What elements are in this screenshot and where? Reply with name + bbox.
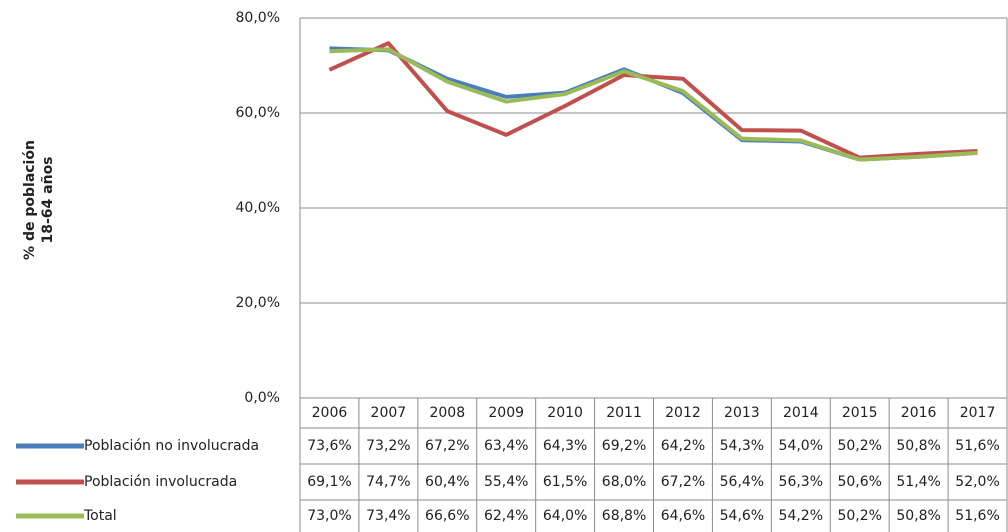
table-value: 60,4% (425, 474, 469, 490)
x-tick-label: 2015 (842, 405, 878, 421)
table-value: 67,2% (661, 474, 705, 490)
table-value: 69,2% (602, 438, 646, 454)
table-value: 64,2% (661, 438, 705, 454)
table-value: 64,3% (543, 438, 587, 454)
table-value: 69,1% (307, 474, 351, 490)
table-value: 73,4% (366, 508, 410, 524)
x-tick-label: 2006 (312, 405, 348, 421)
table-value: 51,6% (955, 508, 999, 524)
y-tick-label: 60,0% (236, 105, 280, 121)
table-value: 68,0% (602, 474, 646, 490)
table-value: 50,8% (896, 438, 940, 454)
table-value: 62,4% (484, 508, 528, 524)
x-tick-label: 2013 (724, 405, 760, 421)
line-series (328, 41, 978, 160)
table-value: 67,2% (425, 438, 469, 454)
table-value: 54,2% (779, 508, 823, 524)
table-value: 55,4% (484, 474, 528, 490)
x-tick-label: 2007 (371, 405, 407, 421)
line-series (329, 47, 978, 162)
table-value: 73,6% (307, 438, 351, 454)
x-tick-label: 2017 (960, 405, 996, 421)
x-tick-label: 2011 (606, 405, 642, 421)
table-value: 51,4% (896, 474, 940, 490)
table-value: 61,5% (543, 474, 587, 490)
x-tick-label: 2009 (488, 405, 524, 421)
legend-label: Población involucrada (84, 474, 237, 490)
table-value: 50,8% (896, 508, 940, 524)
table-value: 51,6% (955, 438, 999, 454)
table-value: 54,6% (720, 508, 764, 524)
table-value: 56,4% (720, 474, 764, 490)
table-value: 68,8% (602, 508, 646, 524)
table-value: 66,6% (425, 508, 469, 524)
y-tick-label: 20,0% (236, 295, 280, 311)
table-value: 50,2% (837, 508, 881, 524)
x-tick-label: 2010 (547, 405, 583, 421)
table-value: 54,0% (779, 438, 823, 454)
x-tick-label: 2012 (665, 405, 701, 421)
table-value: 52,0% (955, 474, 999, 490)
line-series (329, 46, 978, 162)
table-value: 56,3% (779, 474, 823, 490)
table-value: 63,4% (484, 438, 528, 454)
table-value: 54,3% (720, 438, 764, 454)
table-value: 64,0% (543, 508, 587, 524)
table-value: 73,0% (307, 508, 351, 524)
legend-label: Población no involucrada (84, 438, 259, 454)
table-value: 74,7% (366, 474, 410, 490)
x-tick-label: 2008 (429, 405, 465, 421)
y-tick-label: 40,0% (236, 200, 280, 216)
x-tick-label: 2014 (783, 405, 819, 421)
table-value: 64,6% (661, 508, 705, 524)
y-tick-label: 0,0% (244, 390, 280, 406)
table-value: 50,6% (837, 474, 881, 490)
table-value: 50,2% (837, 438, 881, 454)
table-value: 73,2% (366, 438, 410, 454)
y-tick-label: 80,0% (236, 10, 280, 26)
y-axis-title: % de población (22, 140, 38, 260)
y-axis-title: 18-64 años (40, 156, 56, 243)
legend-label: Total (83, 508, 117, 524)
x-tick-label: 2016 (901, 405, 937, 421)
